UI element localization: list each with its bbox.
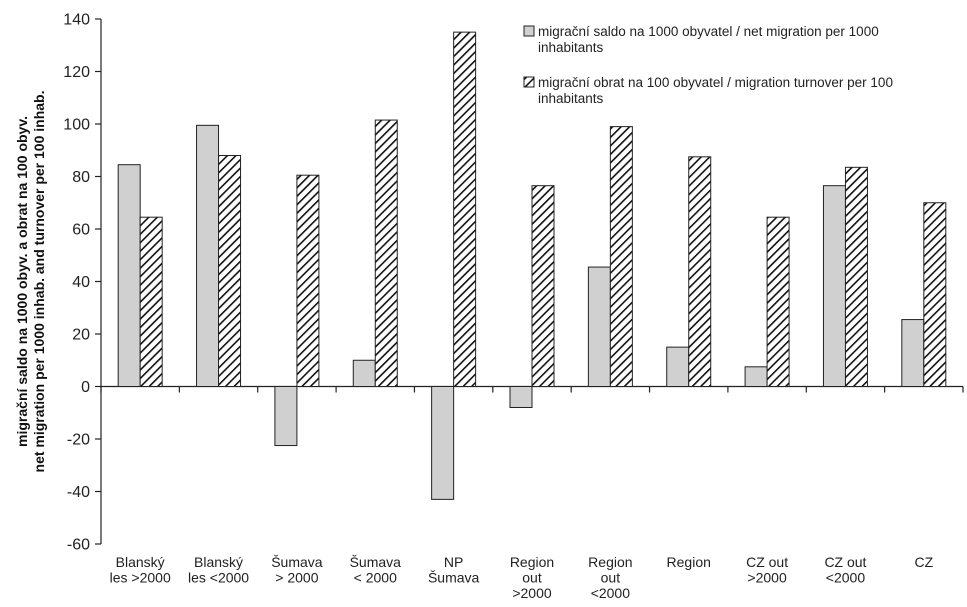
x-category-label: Šumava bbox=[350, 554, 402, 570]
x-category-label: CZ bbox=[914, 554, 933, 570]
bar-net-migration bbox=[587, 266, 611, 387]
x-category-label: Blanský bbox=[194, 554, 243, 570]
legend-label: migrační saldo na 1000 obyvatel / net mi… bbox=[538, 24, 879, 39]
bar-migration-turnover bbox=[531, 185, 555, 387]
bar-net-migration bbox=[196, 124, 220, 387]
bar-migration-turnover bbox=[296, 174, 320, 387]
bar-migration-turnover bbox=[139, 216, 163, 387]
bar-net-migration bbox=[744, 366, 768, 387]
y-tick-label: 0 bbox=[81, 379, 90, 396]
bar-migration-turnover bbox=[218, 155, 242, 387]
bar-net-migration bbox=[509, 386, 533, 408]
bar-migration-turnover bbox=[688, 156, 712, 387]
y-tick-label: -60 bbox=[67, 537, 90, 554]
y-tick-label: 120 bbox=[63, 64, 90, 81]
x-category-label: NP bbox=[444, 554, 463, 570]
x-category-label: <2000 bbox=[591, 585, 631, 601]
bar-migration-turnover bbox=[453, 31, 477, 387]
y-tick-label: -40 bbox=[67, 484, 90, 501]
y-tick-label: -20 bbox=[67, 432, 90, 449]
bar-migration-turnover bbox=[609, 126, 633, 387]
legend-label: inhabitants bbox=[538, 40, 604, 55]
legend-swatch-net-migration bbox=[523, 25, 535, 37]
x-category-label: >2000 bbox=[512, 585, 552, 601]
bar-net-migration bbox=[117, 164, 141, 387]
x-category-label: CZ out bbox=[824, 554, 866, 570]
y-axis-label-line: net migration per 1000 inhab. and turnov… bbox=[31, 91, 47, 473]
x-category-label: Region bbox=[667, 554, 711, 570]
x-category-label: >2000 bbox=[747, 570, 787, 586]
x-category-label: out bbox=[522, 570, 542, 586]
bar-net-migration bbox=[666, 346, 690, 387]
y-axis-label: migrační saldo na 1000 obyv. a obrat na … bbox=[14, 91, 47, 473]
y-tick-label: 60 bbox=[72, 222, 90, 239]
x-category-label: les <2000 bbox=[188, 570, 249, 586]
x-category-label: les >2000 bbox=[110, 570, 171, 586]
bar-net-migration bbox=[431, 386, 455, 500]
legend-label: migrační obrat na 100 obyvatel / migrati… bbox=[538, 75, 893, 90]
x-category-label: Blanský bbox=[116, 554, 165, 570]
x-category-label: Šumava bbox=[271, 554, 323, 570]
x-category-label: out bbox=[601, 570, 621, 586]
x-category-label: <2000 bbox=[826, 570, 866, 586]
x-category-label: Region bbox=[588, 554, 632, 570]
legend: migrační saldo na 1000 obyvatel / net mi… bbox=[523, 24, 893, 106]
x-category-label: Region bbox=[510, 554, 554, 570]
bar-net-migration bbox=[901, 319, 925, 387]
x-category-label: CZ out bbox=[746, 554, 788, 570]
y-tick-label: 40 bbox=[72, 274, 90, 291]
y-tick-label: 140 bbox=[63, 12, 90, 29]
y-axis-label-line: migrační saldo na 1000 obyv. a obrat na … bbox=[14, 116, 30, 447]
bar-net-migration bbox=[822, 185, 846, 387]
y-tick-label: 20 bbox=[72, 327, 90, 344]
bar-migration-turnover bbox=[766, 216, 790, 387]
y-tick-label: 80 bbox=[72, 169, 90, 186]
x-category-label: > 2000 bbox=[275, 570, 318, 586]
bar-net-migration bbox=[274, 386, 298, 447]
x-category-label: < 2000 bbox=[354, 570, 397, 586]
bar-migration-turnover bbox=[923, 202, 947, 387]
bar-migration-turnover bbox=[374, 119, 398, 387]
x-category-label: Šumava bbox=[428, 570, 480, 586]
legend-label: inhabitants bbox=[538, 91, 604, 106]
legend-swatch-migration-turnover bbox=[523, 76, 535, 88]
bar-net-migration bbox=[352, 359, 376, 387]
y-tick-label: 100 bbox=[63, 117, 90, 134]
bar-migration-turnover bbox=[844, 166, 868, 387]
